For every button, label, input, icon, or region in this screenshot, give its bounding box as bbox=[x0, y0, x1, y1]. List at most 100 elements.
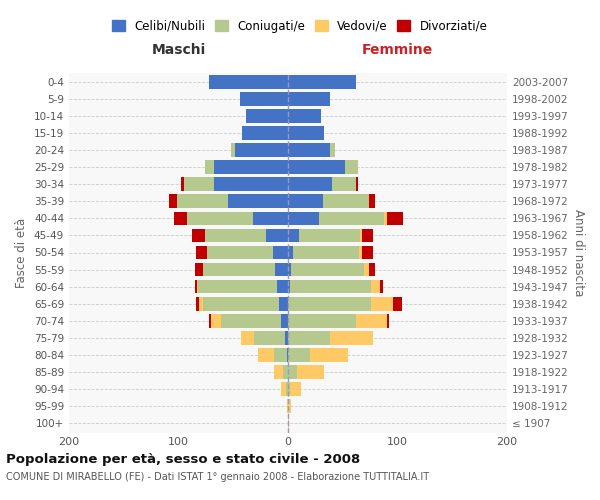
Bar bbox=[247, 109, 288, 123]
Bar bbox=[290, 280, 371, 293]
Bar bbox=[207, 246, 272, 260]
Bar bbox=[369, 194, 374, 208]
Bar bbox=[288, 280, 290, 293]
Bar bbox=[214, 178, 288, 191]
Bar bbox=[184, 178, 214, 191]
Text: Femmine: Femmine bbox=[362, 44, 433, 58]
Bar bbox=[288, 399, 291, 413]
Bar bbox=[380, 280, 383, 293]
Bar bbox=[203, 297, 279, 310]
Bar bbox=[281, 382, 286, 396]
Bar bbox=[288, 228, 299, 242]
Text: Maschi: Maschi bbox=[151, 44, 206, 58]
Bar bbox=[174, 212, 187, 225]
Bar bbox=[288, 92, 329, 106]
Bar bbox=[288, 109, 321, 123]
Bar bbox=[329, 331, 373, 344]
Bar bbox=[196, 297, 199, 310]
Bar bbox=[290, 382, 301, 396]
Bar bbox=[272, 246, 288, 260]
Bar bbox=[178, 194, 228, 208]
Bar bbox=[359, 246, 362, 260]
Bar bbox=[288, 416, 289, 430]
Bar bbox=[203, 262, 275, 276]
Bar bbox=[205, 160, 214, 174]
Bar bbox=[329, 144, 335, 157]
Bar bbox=[285, 331, 288, 344]
Bar bbox=[277, 280, 288, 293]
Bar bbox=[288, 144, 329, 157]
Bar bbox=[332, 178, 356, 191]
Text: COMUNE DI MIRABELLO (FE) - Dati ISTAT 1° gennaio 2008 - Elaborazione TUTTITALIA.: COMUNE DI MIRABELLO (FE) - Dati ISTAT 1°… bbox=[6, 472, 429, 482]
Y-axis label: Anni di nascita: Anni di nascita bbox=[572, 209, 585, 296]
Bar bbox=[360, 228, 362, 242]
Text: Popolazione per età, sesso e stato civile - 2008: Popolazione per età, sesso e stato civil… bbox=[6, 452, 360, 466]
Bar bbox=[291, 262, 364, 276]
Bar bbox=[228, 194, 288, 208]
Bar bbox=[393, 297, 402, 310]
Bar bbox=[386, 212, 403, 225]
Y-axis label: Fasce di età: Fasce di età bbox=[16, 218, 28, 288]
Bar bbox=[288, 262, 291, 276]
Bar bbox=[288, 160, 345, 174]
Bar bbox=[323, 194, 369, 208]
Bar bbox=[287, 399, 288, 413]
Bar bbox=[241, 331, 254, 344]
Bar bbox=[288, 314, 356, 328]
Bar bbox=[371, 280, 380, 293]
Bar bbox=[253, 212, 288, 225]
Bar bbox=[287, 348, 288, 362]
Bar bbox=[197, 280, 198, 293]
Bar bbox=[299, 228, 360, 242]
Bar bbox=[191, 228, 205, 242]
Bar bbox=[169, 194, 178, 208]
Bar bbox=[198, 280, 277, 293]
Bar bbox=[235, 144, 288, 157]
Bar bbox=[385, 212, 386, 225]
Bar bbox=[221, 314, 281, 328]
Bar bbox=[364, 262, 369, 276]
Bar bbox=[274, 365, 283, 379]
Bar bbox=[214, 160, 288, 174]
Legend: Celibi/Nubili, Coniugati/e, Vedovi/e, Divorziati/e: Celibi/Nubili, Coniugati/e, Vedovi/e, Di… bbox=[107, 15, 493, 38]
Bar bbox=[195, 262, 203, 276]
Bar bbox=[286, 382, 288, 396]
Bar bbox=[281, 314, 288, 328]
Bar bbox=[209, 75, 288, 88]
Bar bbox=[266, 228, 288, 242]
Bar bbox=[231, 144, 235, 157]
Bar bbox=[283, 365, 288, 379]
Bar bbox=[187, 212, 253, 225]
Bar bbox=[369, 262, 374, 276]
Bar bbox=[293, 246, 359, 260]
Bar bbox=[288, 348, 310, 362]
Bar bbox=[205, 228, 266, 242]
Bar bbox=[195, 280, 197, 293]
Bar bbox=[356, 178, 358, 191]
Bar bbox=[254, 331, 285, 344]
Bar bbox=[288, 212, 319, 225]
Bar bbox=[211, 314, 221, 328]
Bar bbox=[209, 314, 211, 328]
Bar bbox=[319, 212, 385, 225]
Bar bbox=[240, 92, 288, 106]
Bar bbox=[279, 297, 288, 310]
Bar bbox=[242, 126, 288, 140]
Bar bbox=[288, 382, 290, 396]
Bar bbox=[288, 365, 297, 379]
Bar bbox=[288, 194, 323, 208]
Bar bbox=[196, 246, 207, 260]
Bar bbox=[275, 262, 288, 276]
Bar bbox=[345, 160, 358, 174]
Bar bbox=[362, 228, 373, 242]
Bar bbox=[259, 348, 274, 362]
Bar bbox=[288, 178, 332, 191]
Bar bbox=[371, 297, 393, 310]
Bar bbox=[274, 348, 287, 362]
Bar bbox=[362, 246, 373, 260]
Bar bbox=[288, 126, 324, 140]
Bar bbox=[356, 314, 386, 328]
Bar bbox=[181, 178, 184, 191]
Bar bbox=[310, 348, 348, 362]
Bar bbox=[288, 331, 329, 344]
